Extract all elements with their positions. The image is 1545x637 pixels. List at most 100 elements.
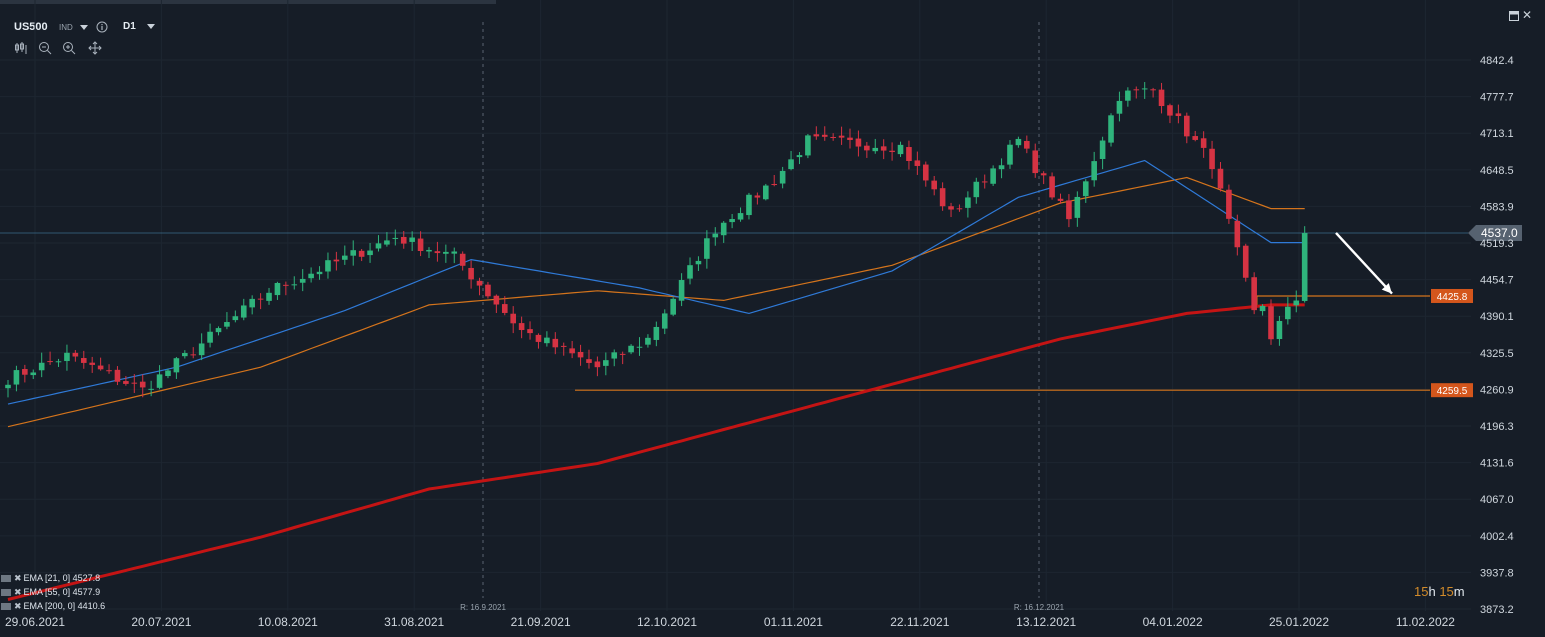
candle-body <box>1268 306 1274 340</box>
candle-body <box>215 328 222 333</box>
candle-body <box>1192 136 1199 140</box>
settings-icon[interactable] <box>1 575 11 583</box>
y-tick-label: 3937.8 <box>1480 567 1514 579</box>
candle-body <box>737 213 744 220</box>
horizontal-levels <box>0 232 1468 391</box>
zoom-out-icon[interactable] <box>38 41 52 55</box>
candle-body <box>687 265 693 279</box>
y-tick-label: 4454.7 <box>1480 275 1514 287</box>
candle-body <box>586 359 592 363</box>
current-price-label: 4537.0 <box>1481 226 1518 240</box>
candle-body <box>1167 105 1173 116</box>
candle-body <box>712 233 719 238</box>
symbol-label[interactable]: US500 <box>14 21 48 33</box>
settings-icon[interactable] <box>1 589 11 597</box>
candle-body <box>426 249 432 252</box>
x-tick-label: 25.01.2022 <box>1269 615 1329 629</box>
close-icon[interactable]: ✕ <box>1522 8 1533 22</box>
candle-body <box>1116 100 1123 114</box>
candle-body <box>569 348 575 354</box>
candle-body <box>266 292 272 301</box>
candle-body <box>1057 198 1064 201</box>
x-tick-label: 01.11.2021 <box>764 615 823 629</box>
candle-body <box>830 137 836 139</box>
timeframe-select[interactable]: D1 <box>123 20 155 34</box>
candle-body <box>257 298 264 300</box>
x-tick-label: 13.12.2021 <box>1016 615 1076 629</box>
candle-body <box>990 168 996 184</box>
candle-body <box>13 370 20 385</box>
candle-body <box>1200 138 1207 148</box>
rollover-markers: R: 16.9.2021 R: 16.12.2021 <box>460 22 1065 612</box>
candle-body <box>80 358 87 363</box>
chevron-down-icon[interactable] <box>80 25 89 30</box>
y-tick-label: 4842.4 <box>1480 55 1514 67</box>
maximize-icon[interactable] <box>1509 10 1519 24</box>
x-tick-label: 10.08.2021 <box>258 615 318 629</box>
indicator-legend-ema55[interactable]: ✖ EMA [55, 0] 4577.9 <box>1 587 100 598</box>
remove-icon[interactable]: ✖ <box>14 573 22 583</box>
candle-body <box>1226 189 1232 219</box>
level-badge <box>1431 383 1473 398</box>
crosshair-move-icon[interactable] <box>88 41 102 55</box>
candle-body <box>1091 161 1097 181</box>
candle-body <box>501 304 508 313</box>
candle-body <box>771 184 778 186</box>
candle-body <box>653 326 660 340</box>
candle-body <box>1049 176 1055 198</box>
candle-body <box>1293 300 1300 306</box>
candle-body <box>805 135 811 156</box>
y-tick-label: 4390.1 <box>1480 311 1514 323</box>
candle-body <box>173 358 180 373</box>
x-tick-label: 29.06.2021 <box>5 615 65 629</box>
candle-body <box>198 343 205 356</box>
candle-body <box>384 240 390 245</box>
candle-body <box>1082 181 1089 197</box>
candle-body <box>746 194 752 216</box>
candle-body <box>754 195 761 198</box>
candle-body <box>948 206 954 210</box>
candle-body <box>1301 232 1308 301</box>
candle-body <box>5 384 11 389</box>
candle-body <box>510 313 516 324</box>
candle-body <box>148 388 154 390</box>
chevron-down-icon[interactable] <box>146 24 155 29</box>
y-tick-label: 4648.5 <box>1480 165 1514 177</box>
info-icon[interactable] <box>95 21 109 35</box>
candle-body <box>965 197 971 208</box>
ema-lines <box>7 159 1305 601</box>
indicator-legend-ema21[interactable]: ✖ EMA [21, 0] 4527.8 <box>1 573 100 584</box>
candle-body <box>333 259 340 262</box>
candle-body <box>451 251 458 254</box>
x-tick-label: 11.02.2022 <box>1396 615 1455 629</box>
candles <box>5 82 1308 398</box>
candlestick-settings-icon[interactable] <box>14 41 28 55</box>
candle-body <box>283 284 289 286</box>
candle-body <box>670 298 676 315</box>
x-tick-label: 22.11.2021 <box>890 615 949 629</box>
zoom-in-icon[interactable] <box>62 41 76 55</box>
candle-body <box>720 222 727 236</box>
remove-icon[interactable]: ✖ <box>14 587 22 597</box>
candle-body <box>367 250 373 256</box>
indicator-legend-ema200[interactable]: ✖ EMA [200, 0] 4410.6 <box>1 601 105 612</box>
remove-icon[interactable]: ✖ <box>14 601 22 611</box>
settings-icon[interactable] <box>1 603 11 611</box>
candle-body <box>594 361 601 368</box>
y-tick-label: 4131.6 <box>1480 458 1514 470</box>
instrument-type[interactable]: IND <box>59 21 89 35</box>
candle-body <box>931 180 937 190</box>
candle-body <box>1276 320 1283 340</box>
chart-grid <box>0 0 1471 611</box>
candle-body <box>1066 200 1072 220</box>
candle-body <box>922 164 929 181</box>
candle-body <box>678 280 685 301</box>
candle-body <box>729 219 735 223</box>
candle-body <box>704 238 710 259</box>
candle-body <box>695 260 702 265</box>
candle-body <box>956 208 963 210</box>
candle-body <box>434 251 441 254</box>
candle-body <box>207 331 213 343</box>
y-tick-label: 4325.5 <box>1480 348 1514 360</box>
